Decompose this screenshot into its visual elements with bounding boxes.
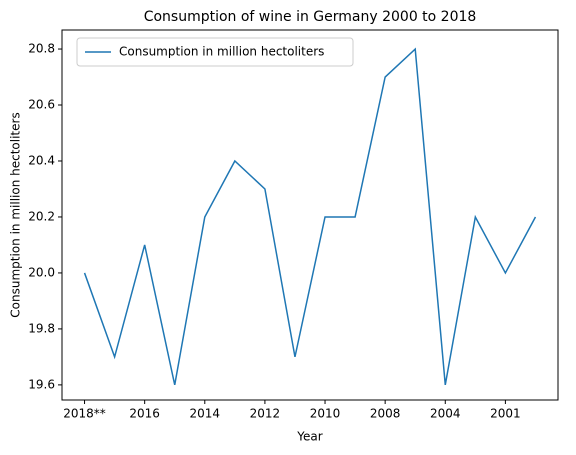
y-tick-label: 19.8	[28, 321, 55, 335]
chart-title: Consumption of wine in Germany 2000 to 2…	[144, 9, 477, 25]
legend-label: Consumption in million hectoliters	[119, 45, 324, 59]
x-axis-label: Year	[296, 430, 322, 444]
x-tick-label: 2001	[490, 407, 521, 421]
y-tick-label: 20.8	[28, 42, 55, 56]
y-tick-label: 19.6	[28, 377, 55, 391]
x-tick-label: 2012	[250, 407, 281, 421]
y-tick-label: 20.0	[28, 265, 55, 279]
plot-frame	[61, 29, 559, 401]
line	[83, 47, 537, 386]
y-tick-label: 20.6	[28, 98, 55, 112]
x-tick-label: 2018**	[63, 407, 106, 421]
y-tick-label: 20.2	[28, 209, 55, 223]
x-tick-label: 2008	[370, 407, 401, 421]
x-tick-label: 2004	[430, 407, 461, 421]
legend-box	[76, 37, 354, 67]
x-tick-label: 2016	[129, 407, 160, 421]
x-tick-label: 2010	[310, 407, 341, 421]
x-tick-label: 2014	[190, 407, 221, 421]
y-axis-label: Consumption in million hectoliters	[9, 112, 23, 317]
y-tick-label: 20.4	[28, 153, 55, 167]
